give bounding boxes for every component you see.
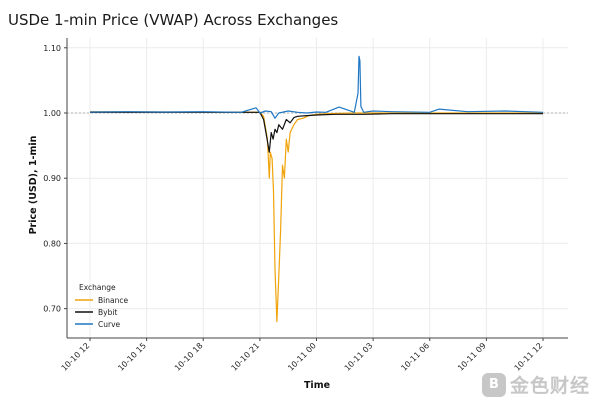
legend-label-binance: Binance: [98, 296, 128, 305]
watermark-text: 金色财经: [509, 375, 590, 397]
y-tick-label: 0.80: [43, 239, 61, 248]
x-tick-label: 10-11 12: [513, 341, 545, 373]
x-tick-label: 10-10 18: [173, 341, 205, 373]
x-tick-label: 10-10 21: [229, 341, 261, 373]
x-tick-label: 10-10 15: [116, 341, 148, 373]
legend-title: Exchange: [79, 283, 116, 292]
y-tick-label: 1.00: [43, 109, 61, 118]
series-line-bybit: [90, 111, 543, 153]
x-tick-label: 10-11 03: [343, 341, 375, 373]
grid: [67, 38, 568, 338]
legend-label-bybit: Bybit: [98, 308, 117, 317]
legend: Exchange Binance Bybit Curve: [75, 283, 128, 329]
x-axis-ticks: 10-10 12 10-10 15 10-10 18 10-10 21 10-11 00…: [60, 338, 545, 373]
y-axis-ticks: 0.70 0.80 0.90 1.00 1.10: [43, 44, 67, 314]
chart-title: USDe 1-min Price (VWAP) Across Exchanges: [8, 11, 338, 29]
series-line-curve: [89, 55, 544, 119]
x-tick-label: 10-11 00: [286, 341, 318, 373]
watermark-badge: B: [481, 372, 506, 397]
series-lines: [89, 55, 544, 323]
y-axis-label: Price (USD), 1-min: [28, 135, 39, 234]
x-tick-label: 10-10 12: [60, 341, 92, 373]
x-tick-label: 10-11 09: [456, 341, 488, 373]
x-tick-label: 10-11 06: [399, 341, 431, 373]
legend-label-curve: Curve: [98, 320, 121, 329]
y-tick-label: 0.90: [43, 174, 61, 183]
axes: [66, 38, 568, 339]
watermark-logo: B 金色财经: [481, 371, 590, 398]
x-axis-label: Time: [304, 380, 330, 391]
y-tick-label: 1.10: [43, 44, 61, 53]
y-tick-label: 0.70: [43, 305, 61, 314]
